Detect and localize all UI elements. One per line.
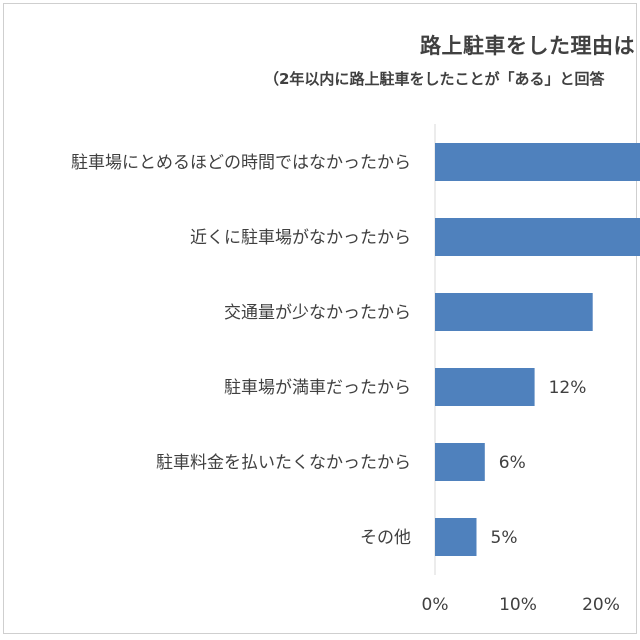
- bar: [435, 143, 640, 181]
- data-label: 6%: [499, 453, 526, 473]
- chart-title: 路上駐車をした理由は: [420, 34, 635, 58]
- data-label: 5%: [491, 528, 518, 548]
- category-label: その他: [360, 528, 411, 548]
- bar: [435, 518, 477, 556]
- data-label: 12%: [549, 378, 587, 398]
- x-tick-label: 10%: [499, 595, 537, 615]
- bar: [435, 368, 535, 406]
- category-label: 駐車場が満車だったから: [224, 378, 411, 398]
- chart-subtitle: （2年以内に路上駐車をしたことが「ある」と回答: [264, 70, 605, 88]
- bar: [435, 218, 640, 256]
- bar: [435, 443, 485, 481]
- x-tick-label: 20%: [582, 595, 620, 615]
- category-label: 駐車料金を払いたくなかったから: [156, 453, 411, 473]
- category-label: 近くに駐車場がなかったから: [190, 228, 411, 248]
- bar: [435, 293, 593, 331]
- category-label: 交通量が少なかったから: [224, 303, 411, 323]
- category-label: 駐車場にとめるほどの時間ではなかったから: [71, 153, 411, 173]
- x-tick-label: 0%: [422, 595, 449, 615]
